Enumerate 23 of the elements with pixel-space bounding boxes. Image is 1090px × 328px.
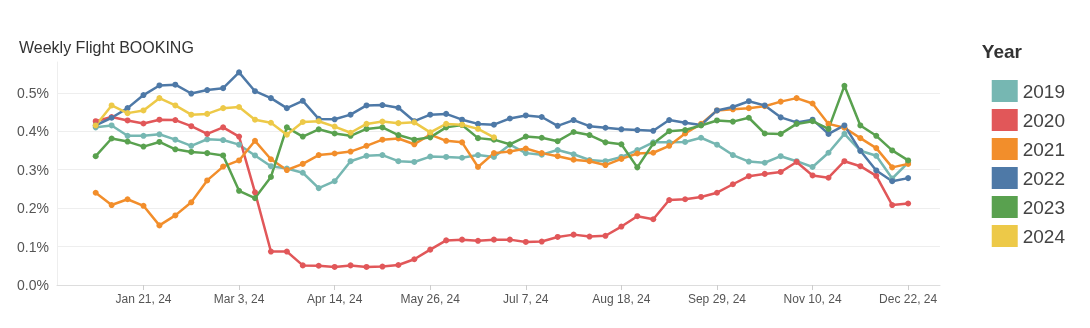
legend-label: 2023	[1022, 196, 1066, 218]
legend-title: Year	[981, 41, 1023, 62]
x-tick-label: Sep 29, 24	[687, 292, 747, 306]
x-tick-label: Dec 22, 24	[879, 292, 938, 306]
legend-label: 2024	[1022, 225, 1066, 247]
y-tick-label: 0.5%	[17, 84, 49, 101]
legend-label: 2020	[1022, 109, 1066, 131]
x-tick-label: May 26, 24	[400, 292, 461, 306]
legend-label: 2019	[1022, 80, 1066, 102]
y-tick-label: 0.2%	[17, 200, 49, 217]
y-tick-label: 0.4%	[17, 123, 49, 140]
x-tick-label: Jul 7, 24	[503, 292, 549, 306]
x-tick-label: Jan 21, 24	[115, 292, 172, 306]
y-tick-label: 0.0%	[17, 277, 49, 293]
y-tick-label: 0.1%	[17, 238, 49, 255]
x-tick-label: Aug 18, 24	[592, 292, 651, 306]
chart-title: Weekly Flight BOOKING	[19, 38, 194, 56]
x-tick-label: Mar 3, 24	[213, 292, 265, 306]
legend-label: 2021	[1022, 138, 1066, 160]
x-tick-label: Apr 14, 24	[306, 292, 363, 306]
legend-label: 2022	[1022, 167, 1066, 189]
x-tick-label: Nov 10, 24	[783, 292, 842, 306]
y-tick-label: 0.3%	[17, 161, 49, 178]
